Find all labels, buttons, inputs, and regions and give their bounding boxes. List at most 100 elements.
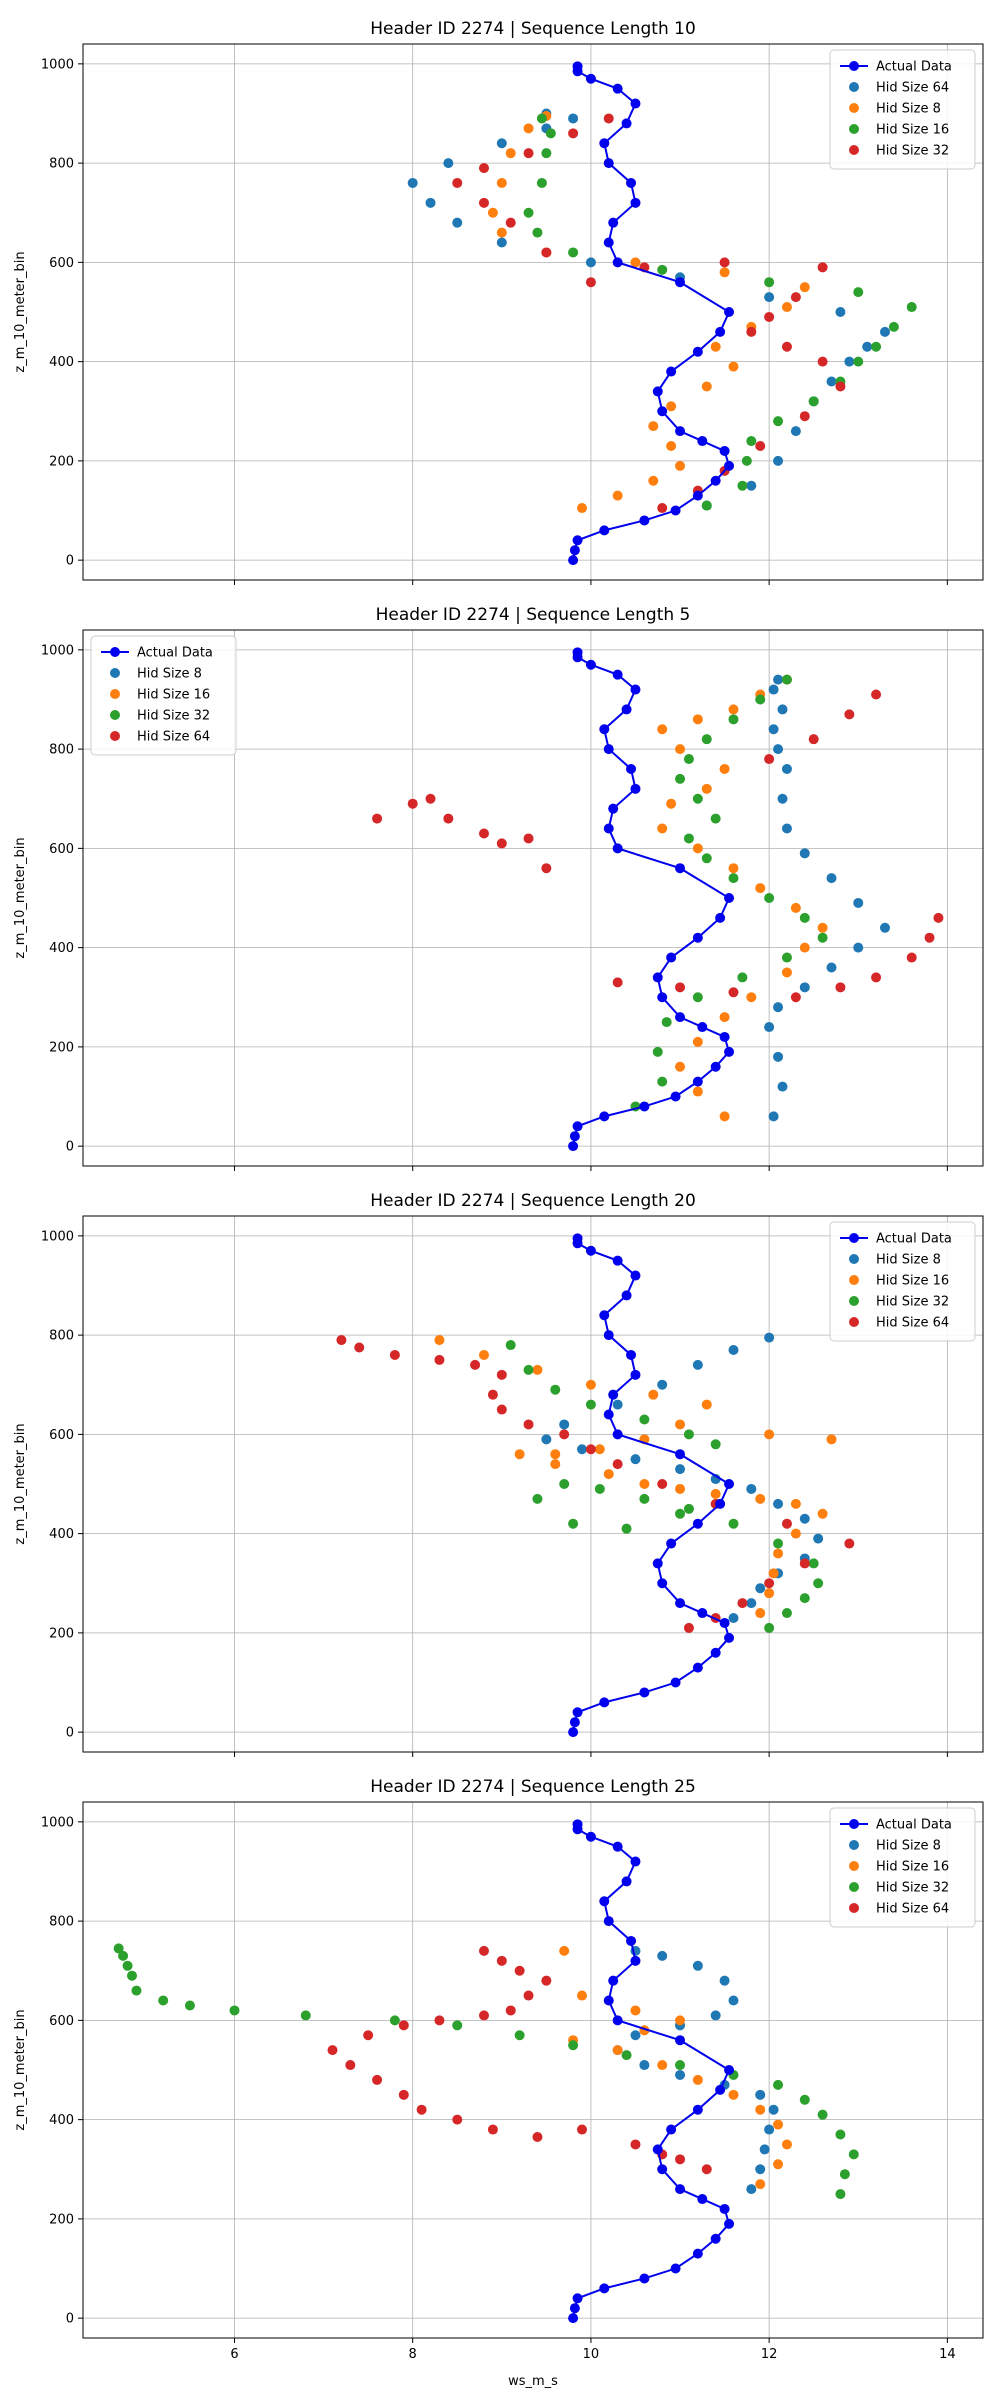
data-point <box>764 1332 775 1343</box>
data-point <box>719 1012 730 1023</box>
data-point <box>577 503 588 514</box>
data-point <box>608 1975 619 1986</box>
data-point <box>599 138 610 149</box>
data-point <box>568 247 579 258</box>
data-point <box>158 1995 169 2006</box>
data-point <box>630 1454 641 1465</box>
data-point <box>755 1608 766 1619</box>
data-point <box>630 257 641 268</box>
data-point <box>363 2030 374 2041</box>
data-point <box>626 1349 637 1360</box>
data-point <box>505 217 516 228</box>
data-point <box>675 426 686 437</box>
data-point <box>621 704 632 715</box>
legend-marker <box>849 61 859 71</box>
data-point <box>300 2010 311 2021</box>
y-axis-label: z_m_10_meter_bin <box>13 837 28 958</box>
data-point <box>835 982 846 993</box>
y-axis-label: z_m_10_meter_bin <box>13 2009 28 2130</box>
legend-marker <box>849 1254 859 1264</box>
data-point <box>853 287 864 298</box>
data-point <box>184 2000 195 2011</box>
data-point <box>826 376 837 387</box>
legend-label: Hid Size 32 <box>876 1295 949 1310</box>
data-point <box>773 1548 784 1559</box>
data-point <box>764 1588 775 1599</box>
data-point <box>799 411 810 422</box>
data-point <box>697 436 708 447</box>
data-point <box>799 848 810 859</box>
data-point <box>719 1111 730 1122</box>
data-point <box>773 1538 784 1549</box>
data-point <box>612 1399 623 1410</box>
legend-marker <box>849 1296 859 1306</box>
data-point <box>764 2124 775 2135</box>
data-point <box>514 2030 525 2041</box>
data-point <box>630 197 641 208</box>
data-point <box>777 1081 788 1092</box>
legend-box <box>90 635 237 756</box>
data-point <box>777 704 788 715</box>
data-point <box>692 1359 703 1370</box>
data-point <box>443 813 454 824</box>
data-point <box>612 1459 623 1470</box>
data-point <box>657 823 668 834</box>
data-point <box>817 356 828 367</box>
data-point <box>764 754 775 765</box>
series-1 <box>612 1945 779 2195</box>
legend-label: Hid Size 32 <box>137 709 210 724</box>
legend-marker <box>849 82 859 92</box>
chart-title: Header ID 2274 | Sequence Length 25 <box>370 1777 696 1797</box>
data-point <box>746 2184 757 2195</box>
data-point <box>345 2060 356 2071</box>
data-point <box>692 346 703 357</box>
data-point <box>626 763 637 774</box>
data-point <box>572 1121 583 1132</box>
data-point <box>719 763 730 774</box>
data-point <box>630 1270 641 1281</box>
data-point <box>639 515 650 526</box>
actual-data-points <box>568 647 735 1152</box>
data-point <box>612 1255 623 1266</box>
data-point <box>675 1449 686 1460</box>
y-tick-label: 200 <box>49 454 74 469</box>
data-point <box>773 455 784 466</box>
legend-label: Hid Size 32 <box>876 1881 949 1896</box>
data-point <box>683 754 694 765</box>
data-point <box>603 1995 614 2006</box>
data-point <box>434 2015 445 2026</box>
data-point <box>407 798 418 809</box>
data-point <box>657 2164 668 2175</box>
data-point <box>599 1111 610 1122</box>
data-point <box>715 912 726 923</box>
data-point <box>724 1632 735 1643</box>
data-point <box>764 311 775 322</box>
data-point <box>715 2084 726 2095</box>
data-point <box>764 1429 775 1440</box>
legend-marker <box>849 124 859 134</box>
data-point <box>612 669 623 680</box>
y-tick-label: 800 <box>49 157 74 172</box>
data-point <box>692 2248 703 2259</box>
data-point <box>452 2114 463 2125</box>
data-point <box>781 674 792 685</box>
data-point <box>746 436 757 447</box>
data-point <box>728 1518 739 1529</box>
data-point <box>652 2144 663 2155</box>
data-point <box>781 302 792 313</box>
data-point <box>608 803 619 814</box>
subplots: Header ID 2274 | Sequence Length 10 0 200 4… <box>13 19 984 2362</box>
actual-data-line <box>572 1238 731 1733</box>
chart-title: Header ID 2274 | Sequence Length 20 <box>370 1191 696 1211</box>
data-point <box>470 1359 481 1370</box>
data-point <box>666 441 677 451</box>
data-point <box>572 535 583 546</box>
legend-marker <box>849 1275 859 1285</box>
data-point <box>683 833 694 844</box>
data-point <box>514 1965 525 1976</box>
data-point <box>585 277 596 288</box>
data-point <box>621 2050 632 2061</box>
data-point <box>675 1598 686 1609</box>
data-point <box>657 992 668 1003</box>
legend: Actual Data Hid Size 8 Hid Size 16 Hid Size… <box>90 635 237 756</box>
